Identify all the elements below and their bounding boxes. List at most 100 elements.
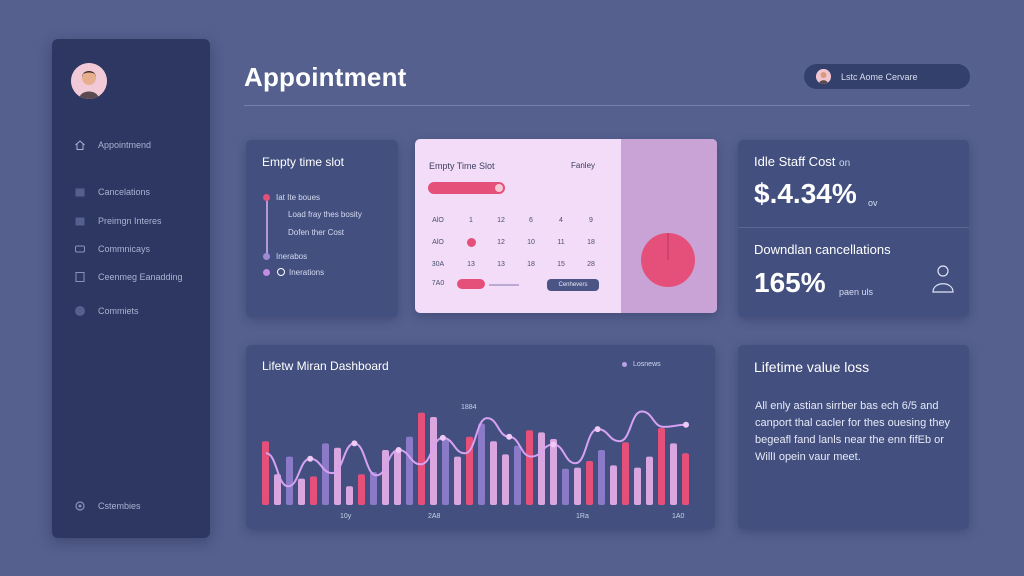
chart-bar[interactable] bbox=[514, 445, 521, 505]
chart-bar[interactable] bbox=[634, 467, 641, 505]
trend-point[interactable] bbox=[550, 441, 557, 448]
progress-bar[interactable] bbox=[428, 182, 505, 194]
avatar[interactable] bbox=[71, 63, 107, 99]
slot-item[interactable]: Iat Ite boues bbox=[276, 193, 321, 202]
timeline-dot bbox=[263, 269, 270, 276]
chart-bar[interactable] bbox=[454, 456, 461, 505]
calendar-cell[interactable]: 1 bbox=[469, 217, 473, 224]
lifetime-title: Lifetime value loss bbox=[754, 359, 870, 375]
chart-bar[interactable] bbox=[286, 456, 293, 505]
calendar-cell[interactable]: AlO bbox=[432, 239, 444, 246]
sidebar-item-interes[interactable]: Preimgn Interes bbox=[74, 215, 162, 227]
trend-point[interactable] bbox=[307, 455, 314, 462]
chart-bar[interactable] bbox=[478, 423, 485, 505]
slot-item[interactable]: Load fray thes bosity bbox=[288, 210, 362, 219]
sidebar-item-appointment[interactable]: Appointmend bbox=[74, 139, 151, 151]
progress-handle[interactable] bbox=[495, 184, 503, 192]
chart-bar[interactable] bbox=[346, 486, 353, 505]
calendar-cell[interactable]: 18 bbox=[587, 239, 595, 246]
chart-bar[interactable] bbox=[334, 447, 341, 505]
time-slider-track[interactable] bbox=[489, 284, 519, 286]
slot-item[interactable]: Inerabos bbox=[276, 252, 308, 261]
calendar-cell[interactable]: 13 bbox=[497, 261, 505, 268]
time-chip[interactable] bbox=[457, 279, 485, 289]
sidebar-item-label: Appointmend bbox=[98, 140, 152, 150]
chart-bar[interactable] bbox=[394, 450, 401, 505]
x-tick-label: 1Ra bbox=[576, 513, 589, 520]
slot-item[interactable]: Inerations bbox=[289, 268, 325, 277]
sidebar-item-label: Commiets bbox=[98, 306, 139, 316]
calendar-cell[interactable]: AlO bbox=[432, 217, 444, 224]
chart-bar[interactable] bbox=[430, 417, 437, 505]
slot-item[interactable]: Dofen ther Cost bbox=[288, 228, 345, 237]
chart-bar[interactable] bbox=[490, 441, 497, 505]
chart-bar[interactable] bbox=[466, 436, 473, 505]
chart-bar[interactable] bbox=[418, 412, 425, 505]
chart-bar[interactable] bbox=[682, 453, 689, 505]
chart-bar[interactable] bbox=[670, 443, 677, 505]
chart-bar[interactable] bbox=[610, 465, 617, 505]
chart-bar[interactable] bbox=[262, 441, 269, 505]
chart-bar[interactable] bbox=[382, 450, 389, 505]
chart-bar[interactable] bbox=[310, 476, 317, 505]
sidebar-item-cancelations[interactable]: Cancelations bbox=[74, 186, 150, 198]
sidebar-item-label: Preimgn Interes bbox=[98, 216, 162, 226]
calendar-cell[interactable]: 4 bbox=[559, 217, 563, 224]
sidebar-item-commiets[interactable]: Commiets bbox=[74, 305, 139, 317]
user-name: Lstc Aome Cervare bbox=[841, 71, 918, 82]
calendar-cell[interactable]: 10 bbox=[527, 239, 535, 246]
idle-cost-label: Idle Staff Cost bbox=[754, 154, 836, 169]
calendar-cell[interactable]: 13 bbox=[467, 261, 475, 268]
chart-bar[interactable] bbox=[598, 450, 605, 505]
chart-bar[interactable] bbox=[562, 468, 569, 505]
sidebar-item-settings[interactable]: Cstembies bbox=[74, 500, 141, 512]
cancellations-title: Downdlan cancellations bbox=[754, 242, 891, 257]
chart-bar[interactable] bbox=[646, 456, 653, 505]
chart-bar[interactable] bbox=[526, 430, 533, 505]
x-tick-label: 1A0 bbox=[672, 513, 685, 520]
chart-bar[interactable] bbox=[406, 436, 413, 505]
calendar-cell[interactable]: 28 bbox=[587, 261, 595, 268]
chart-bar[interactable] bbox=[538, 432, 545, 505]
stats-card: Idle Staff Cost on $.4.34% ov Downdlan c… bbox=[738, 140, 969, 317]
calendar-cell[interactable]: 30A bbox=[431, 261, 445, 268]
chart-bar[interactable] bbox=[658, 428, 665, 505]
x-tick-label: 10y bbox=[340, 513, 352, 520]
trend-point[interactable] bbox=[506, 433, 513, 440]
chart-bar[interactable] bbox=[322, 443, 329, 505]
chart-bar[interactable] bbox=[274, 474, 281, 505]
chart-bar[interactable] bbox=[442, 439, 449, 505]
chart-bar[interactable] bbox=[586, 461, 593, 505]
calendar-cell[interactable]: 6 bbox=[529, 217, 533, 224]
calendar-cell[interactable]: 12 bbox=[497, 217, 505, 224]
chart-bar[interactable] bbox=[298, 478, 305, 505]
calendar-cell[interactable]: 18 bbox=[527, 261, 535, 268]
calendar-action-button[interactable]: Cenhevers bbox=[547, 279, 599, 291]
chart-bar[interactable] bbox=[358, 474, 365, 505]
trend-point[interactable] bbox=[395, 447, 402, 453]
header-divider bbox=[244, 105, 970, 106]
lifetime-description: All enly astian sirrber bas ech 6/5 and … bbox=[755, 400, 951, 463]
chart-bar[interactable] bbox=[550, 439, 557, 505]
sidebar-item-commnicays[interactable]: Commnicays bbox=[74, 243, 150, 255]
person-icon bbox=[932, 265, 954, 293]
calendar-cell[interactable]: 15 bbox=[557, 261, 565, 268]
trend-point[interactable] bbox=[594, 426, 601, 433]
calendar-cell[interactable]: 12 bbox=[497, 239, 505, 246]
sidebar-item-eanadding[interactable]: Ceenmeg Eanadding bbox=[74, 271, 183, 283]
calendar-cell[interactable]: 7A0 bbox=[431, 280, 445, 287]
lifetime-card: Lifetime value loss All enly astian sirr… bbox=[738, 345, 969, 529]
chart-bar[interactable] bbox=[502, 454, 509, 505]
chart-bar[interactable] bbox=[622, 442, 629, 505]
user-menu-button[interactable]: Lstc Aome Cervare bbox=[804, 64, 970, 89]
chart-bar[interactable] bbox=[370, 472, 377, 505]
chart-legend[interactable]: Losnews bbox=[622, 361, 661, 368]
calendar-cell[interactable]: 11 bbox=[557, 239, 565, 246]
trend-point[interactable] bbox=[351, 440, 358, 447]
trend-point[interactable] bbox=[439, 434, 446, 441]
trend-point[interactable] bbox=[683, 421, 689, 428]
calendar-cell[interactable]: 9 bbox=[589, 217, 593, 224]
selected-date-dot[interactable] bbox=[467, 238, 476, 247]
chart-bar[interactable] bbox=[574, 467, 581, 505]
radio-icon[interactable] bbox=[277, 268, 285, 276]
